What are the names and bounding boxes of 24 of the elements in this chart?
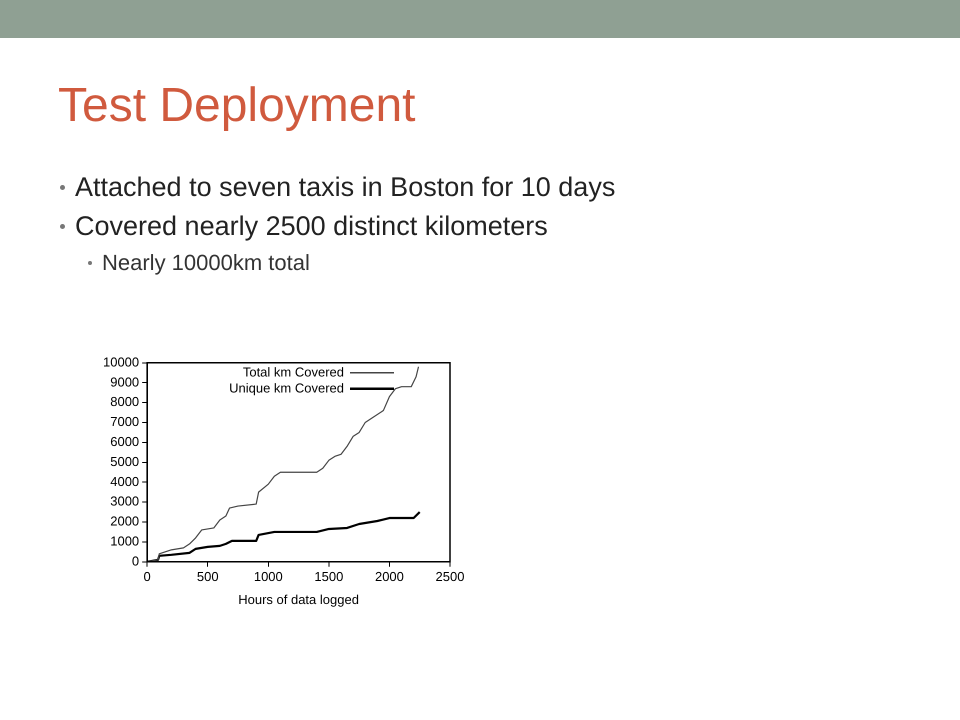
text: Covered nearly 2500 distinct kilometers	[75, 211, 548, 242]
text: Nearly 10000km total	[102, 250, 310, 276]
y-tick-label: 5000	[110, 454, 140, 469]
legend-label: Unique km Covered	[229, 380, 344, 396]
legend-label: Total km Covered	[242, 364, 344, 380]
y-tick-label: 10000	[102, 354, 140, 370]
y-tick-label: 7000	[110, 414, 140, 430]
x-tick-label: 1000	[254, 569, 283, 584]
chart-title: Test Deployment	[58, 78, 416, 133]
text: Attached to seven taxis in Boston for 10 days	[75, 172, 616, 203]
y-tick-label: 4000	[110, 474, 140, 489]
y-tick-label: 9000	[110, 374, 140, 390]
x-tick-label: 0	[144, 569, 151, 584]
y-tick-label: 1000	[110, 533, 140, 548]
x-tick-label: 1500	[314, 569, 344, 584]
x-tick-label: 500	[196, 569, 219, 584]
y-tick-label: 2000	[110, 514, 140, 529]
y-tick-label: 8000	[110, 394, 140, 410]
x-axis-title: Hours of data logged	[238, 592, 359, 607]
y-tick-label: 6000	[110, 434, 140, 449]
y-tick-label: 0	[132, 553, 140, 568]
x-tick-label: 2500	[436, 569, 464, 584]
y-tick-label: 3000	[110, 494, 140, 509]
x-tick-label: 2000	[374, 569, 404, 584]
